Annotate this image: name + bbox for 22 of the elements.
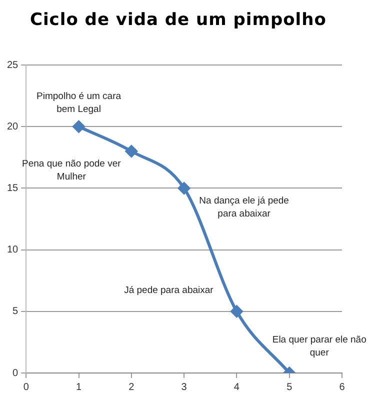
- x-tick-label: 6: [339, 382, 346, 393]
- point: [178, 182, 190, 194]
- y-tick-label: 10: [7, 244, 19, 256]
- chart-title: Ciclo de vida de um pimpolho: [30, 10, 326, 30]
- x-tick-label: 5: [286, 382, 293, 393]
- point: [125, 145, 138, 158]
- point: [72, 120, 85, 133]
- x-tick-label: 1: [76, 382, 82, 393]
- x-tick-label: 0: [23, 382, 30, 393]
- annotation: Ela quer parar ele não quer: [272, 334, 366, 358]
- annotation: Pena que não pode ver Mulher: [22, 158, 121, 183]
- y-tick-label: 5: [12, 306, 19, 318]
- x-tick-label: 4: [234, 382, 240, 393]
- y-tick-label: 25: [7, 60, 19, 71]
- x-tick-label: 3: [181, 382, 188, 393]
- annotation: Pimpolho é um cara bem Legal: [36, 90, 122, 115]
- annotation: Já pede para abaixar: [124, 284, 214, 296]
- x-tick-label: 2: [128, 382, 135, 393]
- y-tick-label: 0: [12, 368, 19, 379]
- y-tick-label: 20: [7, 121, 19, 132]
- y-tick-label: 15: [7, 182, 19, 194]
- annotation: Na dança ele já pede para abaixar: [199, 196, 289, 220]
